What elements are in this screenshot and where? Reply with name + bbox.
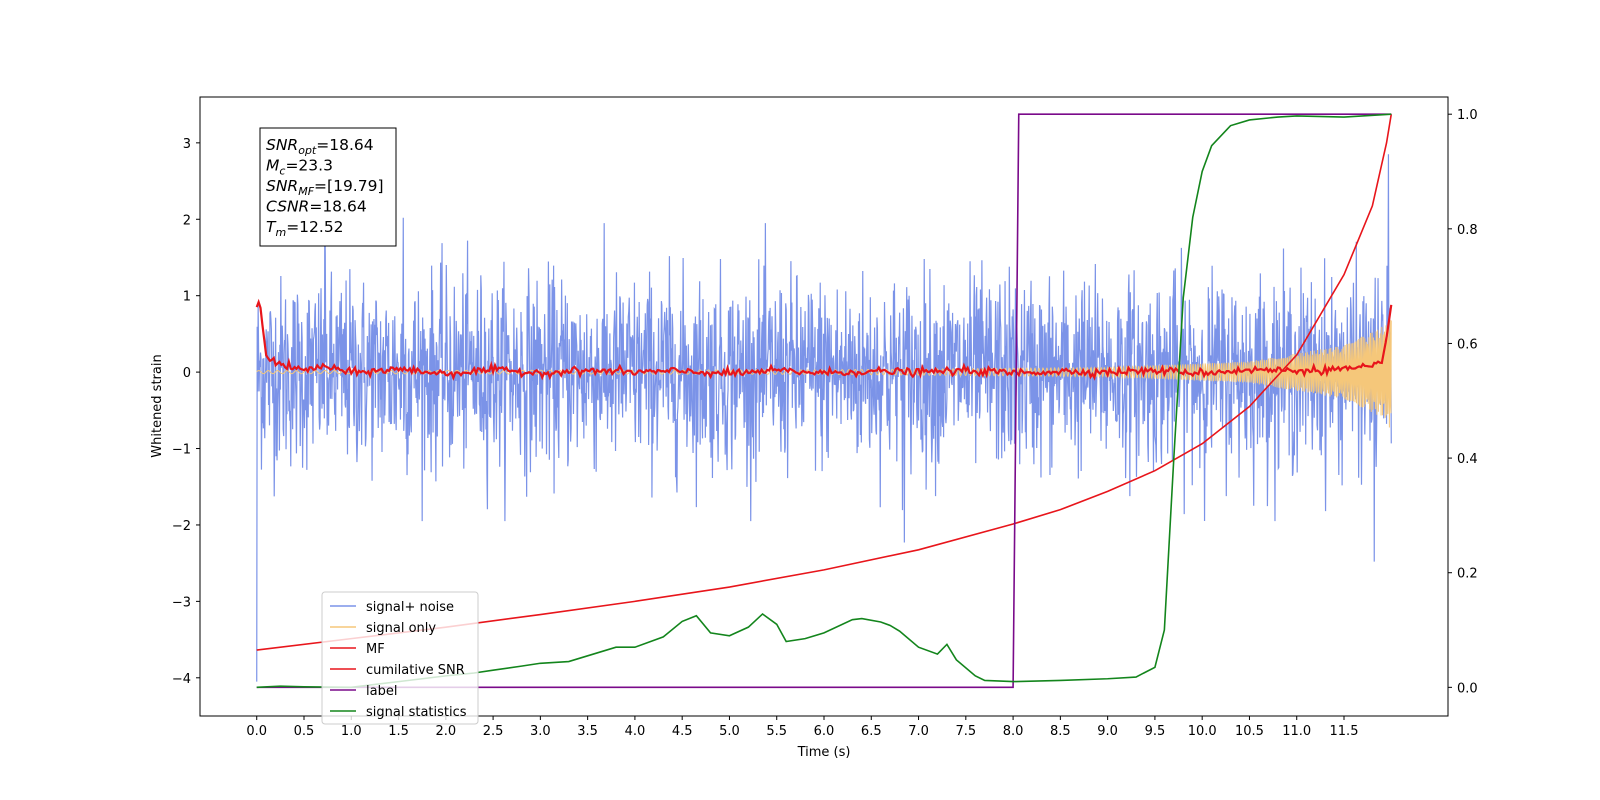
- info-line: CSNR=18.64: [266, 198, 367, 216]
- x-tick-label: 3.0: [530, 724, 551, 739]
- y-tick-label: 3: [183, 137, 191, 152]
- legend-label: signal statistics: [366, 705, 467, 720]
- y2-tick-label: 0.4: [1457, 452, 1478, 467]
- y-tick-label: 1: [183, 290, 191, 305]
- series-cumilative-snr: [256, 114, 1393, 651]
- y2-tick-label: 1.0: [1457, 108, 1478, 123]
- x-tick-label: 10.5: [1235, 724, 1264, 739]
- info-line: Tm=12.52: [266, 218, 344, 239]
- y-tick-label: −4: [172, 672, 191, 687]
- x-tick-label: 5.5: [766, 724, 787, 739]
- y-tick-label: −2: [172, 519, 191, 534]
- x-tick-label: 10.0: [1188, 724, 1217, 739]
- x-tick-label: 9.0: [1097, 724, 1118, 739]
- x-tick-label: 9.5: [1145, 724, 1166, 739]
- y2-tick-label: 0.6: [1457, 337, 1478, 352]
- legend-label: label: [366, 684, 397, 699]
- info-box-frame: [259, 127, 397, 247]
- info-line: Mc=23.3: [266, 157, 333, 178]
- y2-tick-label: 0.2: [1457, 567, 1478, 582]
- y-tick-label: 2: [183, 213, 191, 228]
- x-axis-label: Time (s): [797, 745, 851, 760]
- x-tick-label: 2.5: [483, 724, 504, 739]
- x-tick-label: 6.0: [814, 724, 835, 739]
- x-axis: 0.0 0.5 1.0 1.5 2.0 2.5 3.0 3.5 4.0 4.5 5.0 5.5 6.0 6…: [246, 716, 1358, 739]
- legend: signal+ noise signal only MF cumilative SNR…: [321, 591, 479, 725]
- y-tick-label: −1: [172, 443, 191, 458]
- x-tick-label: 11.5: [1330, 724, 1359, 739]
- info-line: SNRMF=[19.79]: [266, 177, 384, 198]
- y-axis-label: Whitened strain: [150, 354, 165, 457]
- x-tick-label: 7.5: [955, 724, 976, 739]
- legend-label: cumilative SNR: [366, 663, 465, 678]
- y-axis-right: 0.0 0.2 0.4 0.6 0.8 1.0: [1448, 108, 1478, 696]
- series-label: [256, 113, 1392, 689]
- y-tick-label: 0: [183, 366, 191, 381]
- x-tick-label: 1.0: [341, 724, 362, 739]
- x-tick-label: 3.5: [577, 724, 598, 739]
- x-tick-label: 0.0: [246, 724, 267, 739]
- x-tick-label: 0.5: [294, 724, 315, 739]
- x-tick-label: 5.0: [719, 724, 740, 739]
- legend-label: MF: [366, 642, 385, 657]
- x-tick-label: 2.0: [435, 724, 456, 739]
- y2-tick-label: 0.8: [1457, 223, 1478, 238]
- x-tick-label: 4.5: [672, 724, 693, 739]
- x-tick-label: 6.5: [861, 724, 882, 739]
- y-tick-label: −3: [172, 595, 191, 610]
- legend-label: signal only: [366, 621, 436, 636]
- x-tick-label: 8.0: [1003, 724, 1024, 739]
- legend-label: signal+ noise: [366, 600, 454, 615]
- x-tick-label: 4.0: [625, 724, 646, 739]
- x-tick-label: 1.5: [388, 724, 409, 739]
- info-line: SNRopt=18.64: [266, 136, 374, 157]
- legend-frame: [321, 591, 479, 725]
- series-signal-statistics: [256, 113, 1392, 689]
- x-tick-label: 7.0: [908, 724, 929, 739]
- info-box: SNRopt=18.64Mc=23.3SNRMF=[19.79]CSNR=18.…: [259, 127, 397, 247]
- x-tick-label: 11.0: [1282, 724, 1311, 739]
- series-layer: [255, 113, 1393, 689]
- series-mf: [255, 298, 1393, 381]
- x-tick-label: 8.5: [1050, 724, 1071, 739]
- y2-tick-label: 0.0: [1457, 681, 1478, 696]
- y-axis-left: −4 −3 −2 −1 0 1 2 3: [172, 137, 200, 687]
